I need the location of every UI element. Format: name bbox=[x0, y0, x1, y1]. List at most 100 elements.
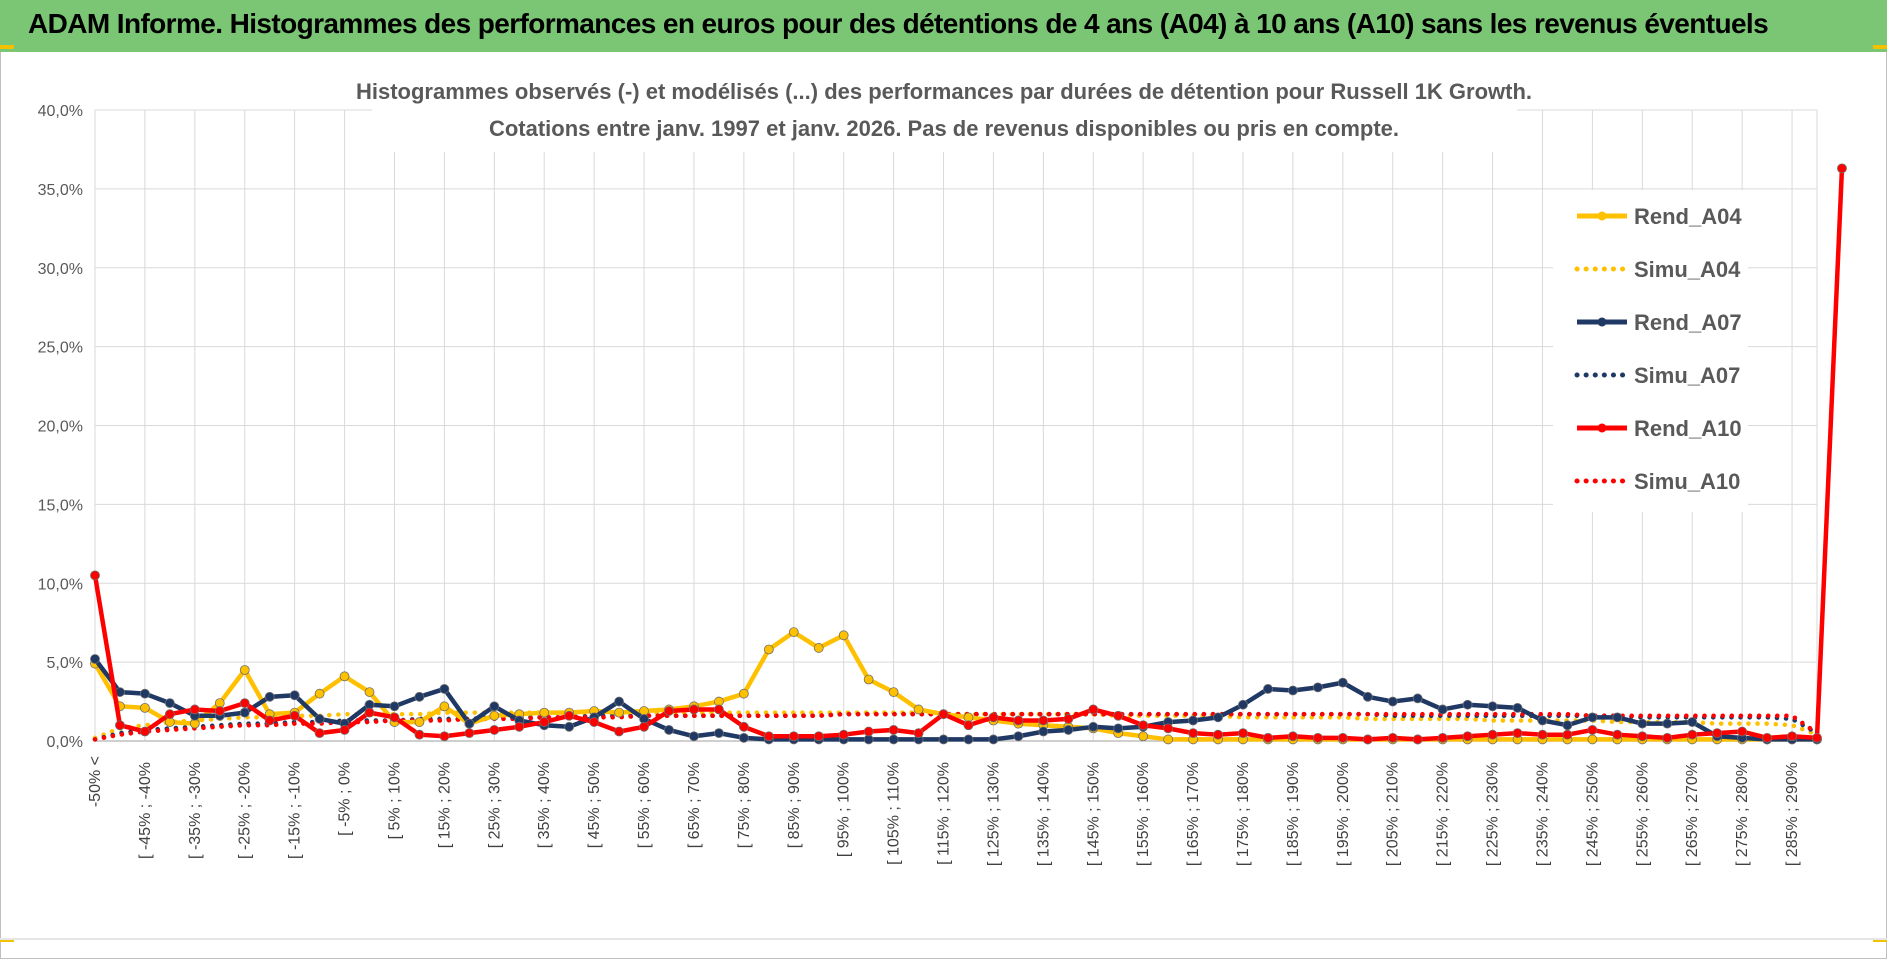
axes: 0,0% 5,0% 10,0% 15,0% 20,0% 25,0% 30,0% 35,0% 40… bbox=[38, 103, 1817, 866]
x-tick-label: [ 115% ; 120% bbox=[936, 762, 953, 865]
data-point-rend-a10 bbox=[838, 729, 849, 740]
x-tick-label: -50% < bbox=[87, 756, 104, 807]
data-point-rend-a07 bbox=[1288, 685, 1298, 696]
data-point-rend-a07 bbox=[1587, 712, 1598, 723]
data-point-rend-a04 bbox=[489, 710, 500, 721]
x-tick-label: [ 185% ; 190% bbox=[1285, 762, 1302, 866]
data-point-rend-a10 bbox=[1188, 728, 1198, 739]
y-tick-label: 40,0% bbox=[38, 103, 83, 120]
data-point-rend-a10 bbox=[239, 698, 250, 709]
data-point-rend-a10 bbox=[689, 704, 699, 715]
x-tick-label: [ 135% ; 140% bbox=[1035, 762, 1052, 866]
legend-label-rend-a04: Rend_A04 bbox=[1634, 204, 1742, 229]
data-point-rend-a10 bbox=[1487, 729, 1498, 740]
bottom-divider bbox=[0, 938, 1887, 940]
data-point-rend-a04 bbox=[314, 688, 325, 699]
data-point-rend-a10 bbox=[1312, 732, 1323, 743]
data-point-rend-a10 bbox=[364, 707, 375, 718]
data-point-rend-a10 bbox=[1013, 715, 1024, 726]
x-tick-label: [ 105% ; 110% bbox=[886, 762, 903, 865]
x-tick-label: [ 265% ; 270% bbox=[1684, 762, 1701, 866]
data-point-rend-a07 bbox=[414, 691, 425, 702]
data-point-rend-a07 bbox=[689, 731, 699, 742]
data-point-rend-a07 bbox=[963, 734, 974, 745]
x-tick-label: [ 245% ; 250% bbox=[1584, 762, 1601, 866]
data-point-rend-a10 bbox=[1337, 732, 1348, 743]
data-point-rend-a10 bbox=[738, 721, 749, 732]
x-tick-label: [ 205% ; 210% bbox=[1385, 762, 1402, 866]
data-point-rend-a07 bbox=[614, 696, 624, 707]
x-tick-label: [ 35% ; 40% bbox=[536, 762, 553, 848]
data-point-rend-a10 bbox=[140, 726, 150, 737]
y-tick-label: 5,0% bbox=[47, 655, 83, 672]
x-tick-label: [ 95% ; 100% bbox=[836, 762, 853, 857]
data-point-rend-a07 bbox=[1637, 718, 1648, 729]
data-point-rend-a10 bbox=[1462, 731, 1473, 742]
data-point-rend-a04 bbox=[788, 627, 799, 638]
data-point-rend-a07 bbox=[738, 732, 749, 743]
data-point-rend-a10 bbox=[189, 704, 200, 715]
corner-accent-bottom-left bbox=[0, 938, 14, 942]
data-point-rend-a07 bbox=[1437, 704, 1448, 715]
data-point-rend-a07 bbox=[1088, 721, 1099, 732]
data-point-rend-a10 bbox=[1562, 729, 1573, 740]
data-point-rend-a10 bbox=[614, 726, 624, 737]
data-point-rend-a10 bbox=[813, 731, 824, 742]
data-point-rend-a04 bbox=[339, 671, 350, 682]
x-tick-label: [ 45% ; 50% bbox=[586, 762, 603, 848]
x-tick-label: [ -35% ; -30% bbox=[187, 762, 204, 859]
data-point-rend-a07 bbox=[90, 654, 100, 664]
data-point-rend-a10 bbox=[1038, 715, 1049, 726]
legend-marker-rend-a07 bbox=[1597, 317, 1607, 327]
legend: Rend_A04 Simu_A04 Rend_A07 Simu_A07 Rend_A10… bbox=[1574, 204, 1742, 494]
data-point-rend-a04 bbox=[539, 707, 550, 718]
data-point-rend-a07 bbox=[888, 734, 899, 745]
data-point-rend-a07 bbox=[1113, 723, 1124, 734]
data-point-rend-a10 bbox=[664, 706, 674, 716]
data-point-rend-a10 bbox=[1063, 714, 1074, 724]
data-point-rend-a04 bbox=[140, 702, 150, 713]
x-tick-label: [ 225% ; 230% bbox=[1485, 762, 1502, 866]
x-tick-label: [ 195% ; 200% bbox=[1335, 762, 1352, 866]
legend-label-rend-a07: Rend_A07 bbox=[1634, 310, 1742, 335]
data-point-rend-a10 bbox=[464, 728, 475, 739]
x-tick-label: [ 145% ; 150% bbox=[1085, 762, 1102, 866]
data-point-rend-a10 bbox=[589, 717, 600, 727]
y-tick-label: 10,0% bbox=[38, 576, 83, 593]
data-point-rend-a07 bbox=[1537, 715, 1548, 726]
data-point-rend-a10 bbox=[489, 725, 500, 735]
data-point-rend-a07 bbox=[489, 701, 500, 712]
y-tick-label: 25,0% bbox=[38, 340, 83, 357]
series bbox=[90, 163, 1847, 745]
x-tick-label: [ 65% ; 70% bbox=[686, 762, 703, 848]
x-tick-label: [ 285% ; 290% bbox=[1784, 762, 1801, 866]
data-point-rend-a04 bbox=[738, 688, 749, 699]
data-point-rend-a07 bbox=[1387, 696, 1398, 707]
data-point-rend-a10 bbox=[389, 712, 400, 723]
data-point-rend-a10 bbox=[963, 720, 974, 731]
data-point-rend-a07 bbox=[289, 690, 300, 701]
data-point-rend-a10 bbox=[1762, 732, 1772, 743]
data-point-rend-a10 bbox=[1138, 720, 1149, 731]
x-tick-label: [ 165% ; 170% bbox=[1185, 762, 1202, 866]
x-tick-label: [ 55% ; 60% bbox=[636, 762, 653, 848]
data-point-rend-a10 bbox=[264, 715, 275, 726]
x-tick-label: [ -25% ; -20% bbox=[237, 762, 254, 859]
data-point-rend-a10 bbox=[539, 717, 550, 727]
data-point-rend-a10 bbox=[1437, 732, 1448, 743]
data-point-rend-a04 bbox=[913, 704, 924, 715]
data-point-rend-a10 bbox=[1662, 732, 1673, 743]
data-point-rend-a10 bbox=[214, 706, 225, 716]
y-tick-label: 0,0% bbox=[47, 734, 83, 751]
corner-accent-top-right bbox=[1873, 45, 1887, 49]
data-point-rend-a10 bbox=[1837, 163, 1847, 174]
x-tick-label: [ 25% ; 30% bbox=[486, 762, 503, 848]
x-tick-label: [ -15% ; -10% bbox=[287, 762, 304, 859]
data-point-rend-a07 bbox=[439, 684, 450, 694]
data-point-rend-a10 bbox=[339, 725, 350, 735]
data-point-rend-a04 bbox=[1587, 734, 1598, 745]
data-point-rend-a07 bbox=[664, 725, 674, 735]
data-point-rend-a10 bbox=[988, 712, 999, 723]
data-point-rend-a10 bbox=[564, 710, 575, 721]
data-point-rend-a10 bbox=[1737, 726, 1748, 737]
